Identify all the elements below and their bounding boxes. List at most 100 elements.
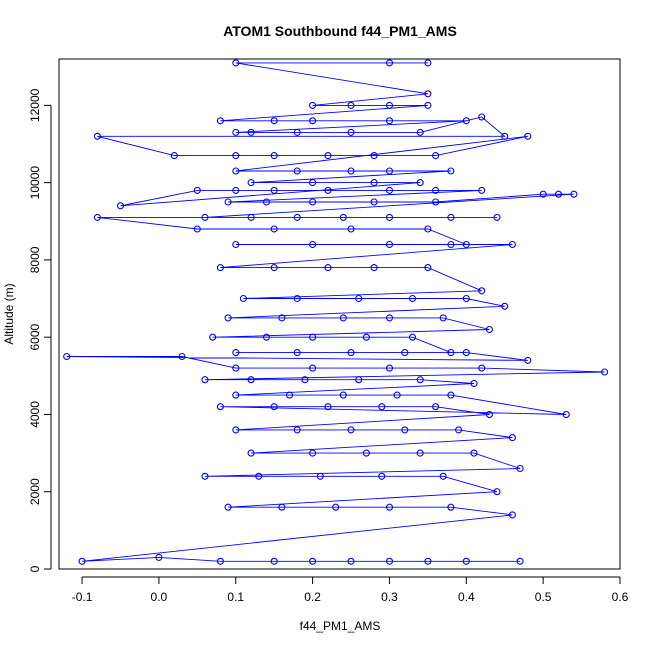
data-point [232,349,240,357]
data-point [385,117,394,125]
data-point [278,503,286,511]
data-point [270,557,278,565]
plot-layer [63,59,609,565]
data-point [470,449,478,457]
data-point [347,128,355,136]
data-point [93,132,101,140]
x-tick-label: 0.1 [227,590,244,604]
x-axis: -0.1 0.0 0.1 0.2 0.3 0.4 0.5 0.6 [72,576,629,604]
data-point [293,213,301,221]
data-point [493,213,501,221]
data-point [524,356,532,364]
data-point [393,391,401,399]
data-point [178,352,186,361]
data-point [339,213,347,221]
data-point [370,264,378,272]
data-point [193,186,201,194]
data-point [378,403,386,411]
data-point [508,434,516,442]
data-point [309,449,317,457]
data-point [439,314,447,322]
chart-title: ATOM1 Southbound f44_PM1_AMS [223,23,457,39]
data-point [501,132,509,140]
x-axis-label: f44_PM1_AMS [300,619,381,633]
data-point [424,264,432,272]
data-point [216,403,224,411]
data-point [278,314,286,322]
data-point [485,325,493,334]
data-point [432,198,440,206]
data-point [239,294,247,303]
data-point [378,472,386,480]
data-point [309,557,317,565]
data-point [508,240,516,249]
data-point [309,117,317,125]
data-point [232,186,240,194]
data-point [416,376,424,384]
data-point [216,117,224,125]
data-point [455,426,463,434]
data-point [362,333,370,341]
x-tick-label: 0.5 [535,590,552,604]
data-point [293,294,301,303]
data-point [424,225,432,233]
data-point [478,364,486,372]
y-tick-label: 10000 [28,166,42,200]
data-point [347,426,355,434]
y-tick-label: 4000 [28,401,42,428]
x-tick-label: 0.4 [458,590,475,604]
data-point [270,186,278,194]
data-point [432,152,440,160]
series-line [66,62,605,562]
data-point [309,333,317,341]
data-point [247,128,255,136]
data-point [478,287,486,295]
x-tick-label: -0.1 [72,590,93,604]
data-point [155,553,163,561]
data-point [478,113,486,121]
data-point [339,391,347,399]
data-point [539,190,547,198]
y-tick-label: 6000 [28,324,42,351]
data-point [224,314,232,322]
data-point [447,213,455,221]
data-point [93,213,101,221]
y-tick-label: 0 [28,565,42,572]
data-point [232,426,240,434]
data-point [285,391,294,399]
x-tick-label: 0.2 [304,590,321,604]
data-point [524,132,532,140]
y-axis-label: Altitude (m) [2,283,16,344]
data-point [332,503,340,511]
data-point [232,364,240,372]
data-point [462,294,470,303]
data-point [293,349,301,357]
data-point [485,410,493,419]
data-point [570,190,578,198]
data-point [355,294,363,303]
data-point [324,186,332,194]
data-point [432,186,440,194]
data-point [462,557,470,565]
data-point [370,198,378,206]
data-point [247,449,255,457]
data-point [432,403,440,411]
data-point [447,391,455,399]
data-point [232,59,240,67]
data-point [316,472,324,480]
data-point [309,364,317,372]
data-point [447,240,455,249]
data-point [309,198,317,206]
data-point [355,376,363,384]
data-point [270,264,278,272]
data-point [385,314,394,322]
data-point [309,179,317,187]
data-point [216,557,224,565]
y-tick-label: 2000 [28,478,42,505]
data-point [408,294,417,303]
data-point [462,349,470,357]
data-point [508,511,516,519]
data-point [78,557,86,565]
data-point [554,190,563,198]
data-point [324,152,332,160]
